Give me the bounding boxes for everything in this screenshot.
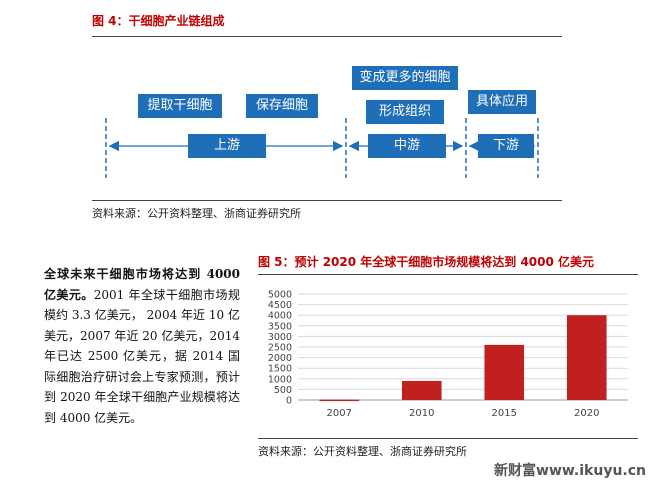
bar-2010 — [401, 380, 442, 400]
x-tick-label: 2015 — [492, 408, 517, 419]
figure5-top-rule — [258, 274, 638, 275]
box-downstream: 下游 — [478, 134, 534, 158]
x-tick-label: 2007 — [327, 408, 352, 419]
figure4-bottom-rule — [92, 200, 562, 201]
bar-2020 — [566, 315, 607, 400]
y-tick-label: 5000 — [268, 290, 292, 301]
x-tick-label: 2010 — [409, 408, 434, 419]
figure5-source: 资料来源：公开资料整理、浙商证券研究所 — [258, 445, 467, 458]
figure4-top-rule — [92, 36, 562, 37]
y-tick-label: 4000 — [268, 311, 292, 322]
box-form-tissue: 形成组织 — [366, 100, 444, 124]
box-preserve-cells: 保存细胞 — [246, 94, 318, 118]
box-extract-stem-cells: 提取干细胞 — [138, 94, 222, 118]
body-paragraph: 全球未来干细胞市场将达到 4000 亿美元。2001 年全球干细胞市场规模约 3… — [44, 264, 240, 428]
bar-2007 — [319, 399, 360, 402]
figure5-title: 图 5：预计 2020 年全球干细胞市场规模将达到 4000 亿美元 — [258, 255, 595, 269]
y-tick-label: 500 — [274, 385, 292, 396]
figure4-source: 资料来源：公开资料整理、浙商证券研究所 — [92, 207, 301, 220]
y-tick-label: 1500 — [268, 364, 292, 375]
watermark: 新财富www.ikuyu.cn — [494, 463, 646, 479]
y-tick-label: 1000 — [268, 374, 292, 385]
figure4-title: 图 4：干细胞产业链组成 — [92, 14, 225, 28]
body-lead: 全球未来干细胞市场将达到 4000 亿美元。 — [44, 267, 240, 302]
box-upstream: 上游 — [188, 134, 266, 158]
y-tick-label: 2500 — [268, 343, 292, 354]
figure5-bottom-rule — [258, 438, 638, 439]
y-tick-label: 4500 — [268, 300, 292, 311]
y-tick-label: 0 — [286, 396, 292, 407]
box-transform-more-cells: 变成更多的细胞 — [352, 66, 458, 90]
box-application: 具体应用 — [468, 90, 536, 114]
y-tick-label: 3500 — [268, 321, 292, 332]
y-tick-label: 3000 — [268, 332, 292, 343]
box-midstream: 中游 — [368, 134, 446, 158]
body-content: 2001 年全球干细胞市场规模约 3.3 亿美元， 2004 年近 10 亿美元… — [44, 287, 240, 425]
y-tick-label: 2000 — [268, 353, 292, 364]
bar-2015 — [484, 344, 525, 400]
x-tick-label: 2020 — [574, 408, 599, 419]
